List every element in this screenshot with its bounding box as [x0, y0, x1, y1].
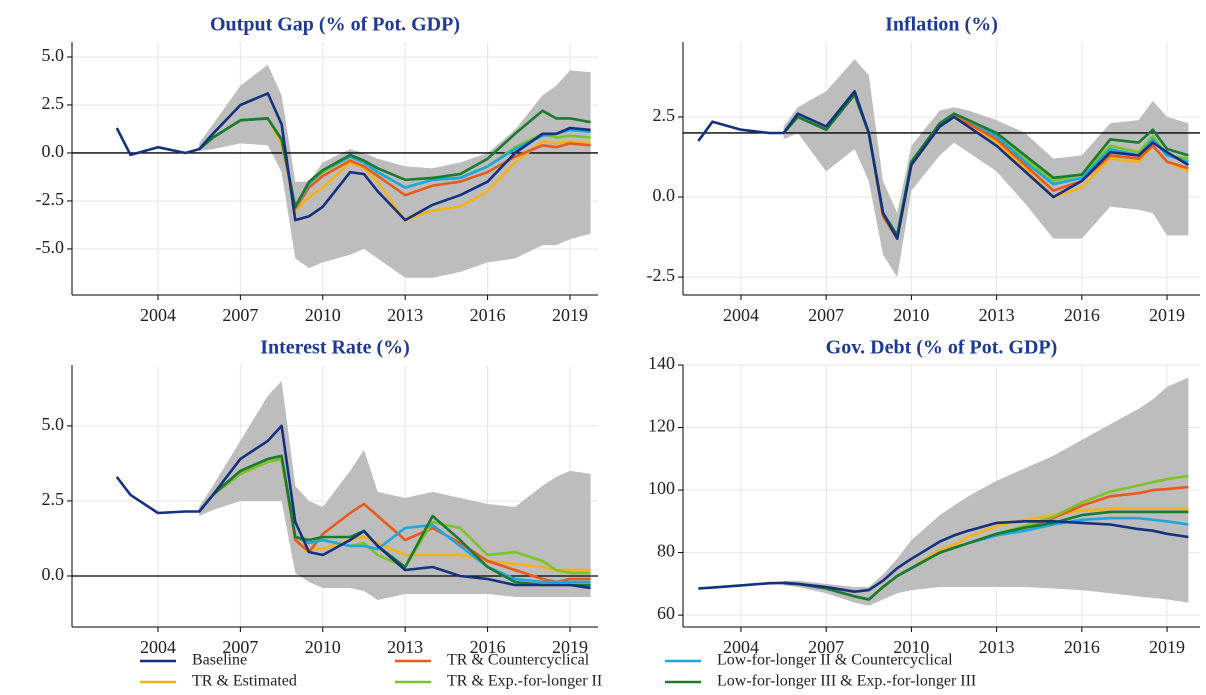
x-tick-label: 2016 [1064, 305, 1100, 325]
x-tick-label: 2010 [893, 305, 929, 325]
y-tick-label: -2.5 [36, 189, 65, 209]
y-tick-label: 2.5 [42, 93, 65, 113]
x-tick-label: 2004 [140, 305, 176, 325]
x-tick-label: 2007 [222, 305, 258, 325]
chart-title: Gov. Debt (% of Pot. GDP) [826, 337, 1058, 359]
x-tick-label: 2019 [552, 637, 588, 657]
x-tick-label: 2013 [387, 305, 423, 325]
chart-title: Output Gap (% of Pot. GDP) [210, 14, 460, 36]
legend-label: Low-for-longer III & Exp.-for-longer III [717, 673, 976, 690]
x-tick-label: 2016 [470, 637, 506, 657]
series-line [198, 109, 591, 208]
y-tick-label: 2.5 [42, 489, 65, 509]
x-tick-label: 2016 [470, 305, 506, 325]
x-tick-label: 2004 [723, 637, 759, 657]
series-line [783, 510, 1189, 601]
series-line [115, 92, 591, 222]
x-tick-label: 2004 [140, 637, 176, 657]
chart-title: Interest Rate (%) [260, 337, 410, 359]
x-tick-label: 2010 [893, 637, 929, 657]
legend-label: TR & Estimated [192, 673, 297, 690]
x-tick-label: 2007 [808, 637, 844, 657]
legend-label: Low-for-longer II & Countercyclical [717, 652, 953, 669]
series-line [198, 457, 591, 575]
x-tick-label: 2010 [305, 305, 341, 325]
y-tick-label: 120 [648, 416, 675, 436]
x-tick-label: 2016 [1064, 637, 1100, 657]
y-tick-label: 0.0 [42, 141, 65, 161]
x-tick-label: 2013 [387, 637, 423, 657]
series-line [697, 90, 1190, 240]
x-tick-label: 2019 [552, 305, 588, 325]
confidence-band [783, 377, 1189, 606]
x-tick-label: 2004 [723, 305, 759, 325]
y-tick-label: -5.0 [36, 237, 65, 257]
y-tick-label: 2.5 [653, 105, 676, 125]
x-tick-label: 2013 [979, 637, 1015, 657]
x-tick-label: 2019 [1149, 637, 1185, 657]
series-line [698, 520, 1189, 593]
y-tick-label: -2.5 [647, 265, 676, 285]
legend-label: Baseline [192, 652, 247, 669]
legend-label: TR & Countercyclical [447, 652, 590, 669]
series-line [115, 424, 591, 590]
y-tick-label: 100 [648, 478, 675, 498]
y-tick-label: 5.0 [42, 45, 65, 65]
x-tick-label: 2010 [305, 637, 341, 657]
x-tick-label: 2007 [808, 305, 844, 325]
y-tick-label: 80 [657, 541, 675, 561]
confidence-band [783, 59, 1189, 278]
chart-title: Inflation (%) [885, 14, 998, 36]
y-tick-label: 0.0 [653, 185, 676, 205]
x-tick-label: 2013 [979, 305, 1015, 325]
legend-label: TR & Exp.-for-longer II [447, 673, 602, 690]
confidence-band [199, 380, 591, 600]
y-tick-label: 60 [657, 603, 675, 623]
x-tick-label: 2007 [222, 637, 258, 657]
x-tick-label: 2019 [1149, 305, 1185, 325]
y-tick-label: 140 [648, 353, 675, 373]
y-tick-label: 5.0 [42, 414, 65, 434]
confidence-band [199, 64, 591, 278]
y-tick-label: 0.0 [42, 564, 65, 584]
